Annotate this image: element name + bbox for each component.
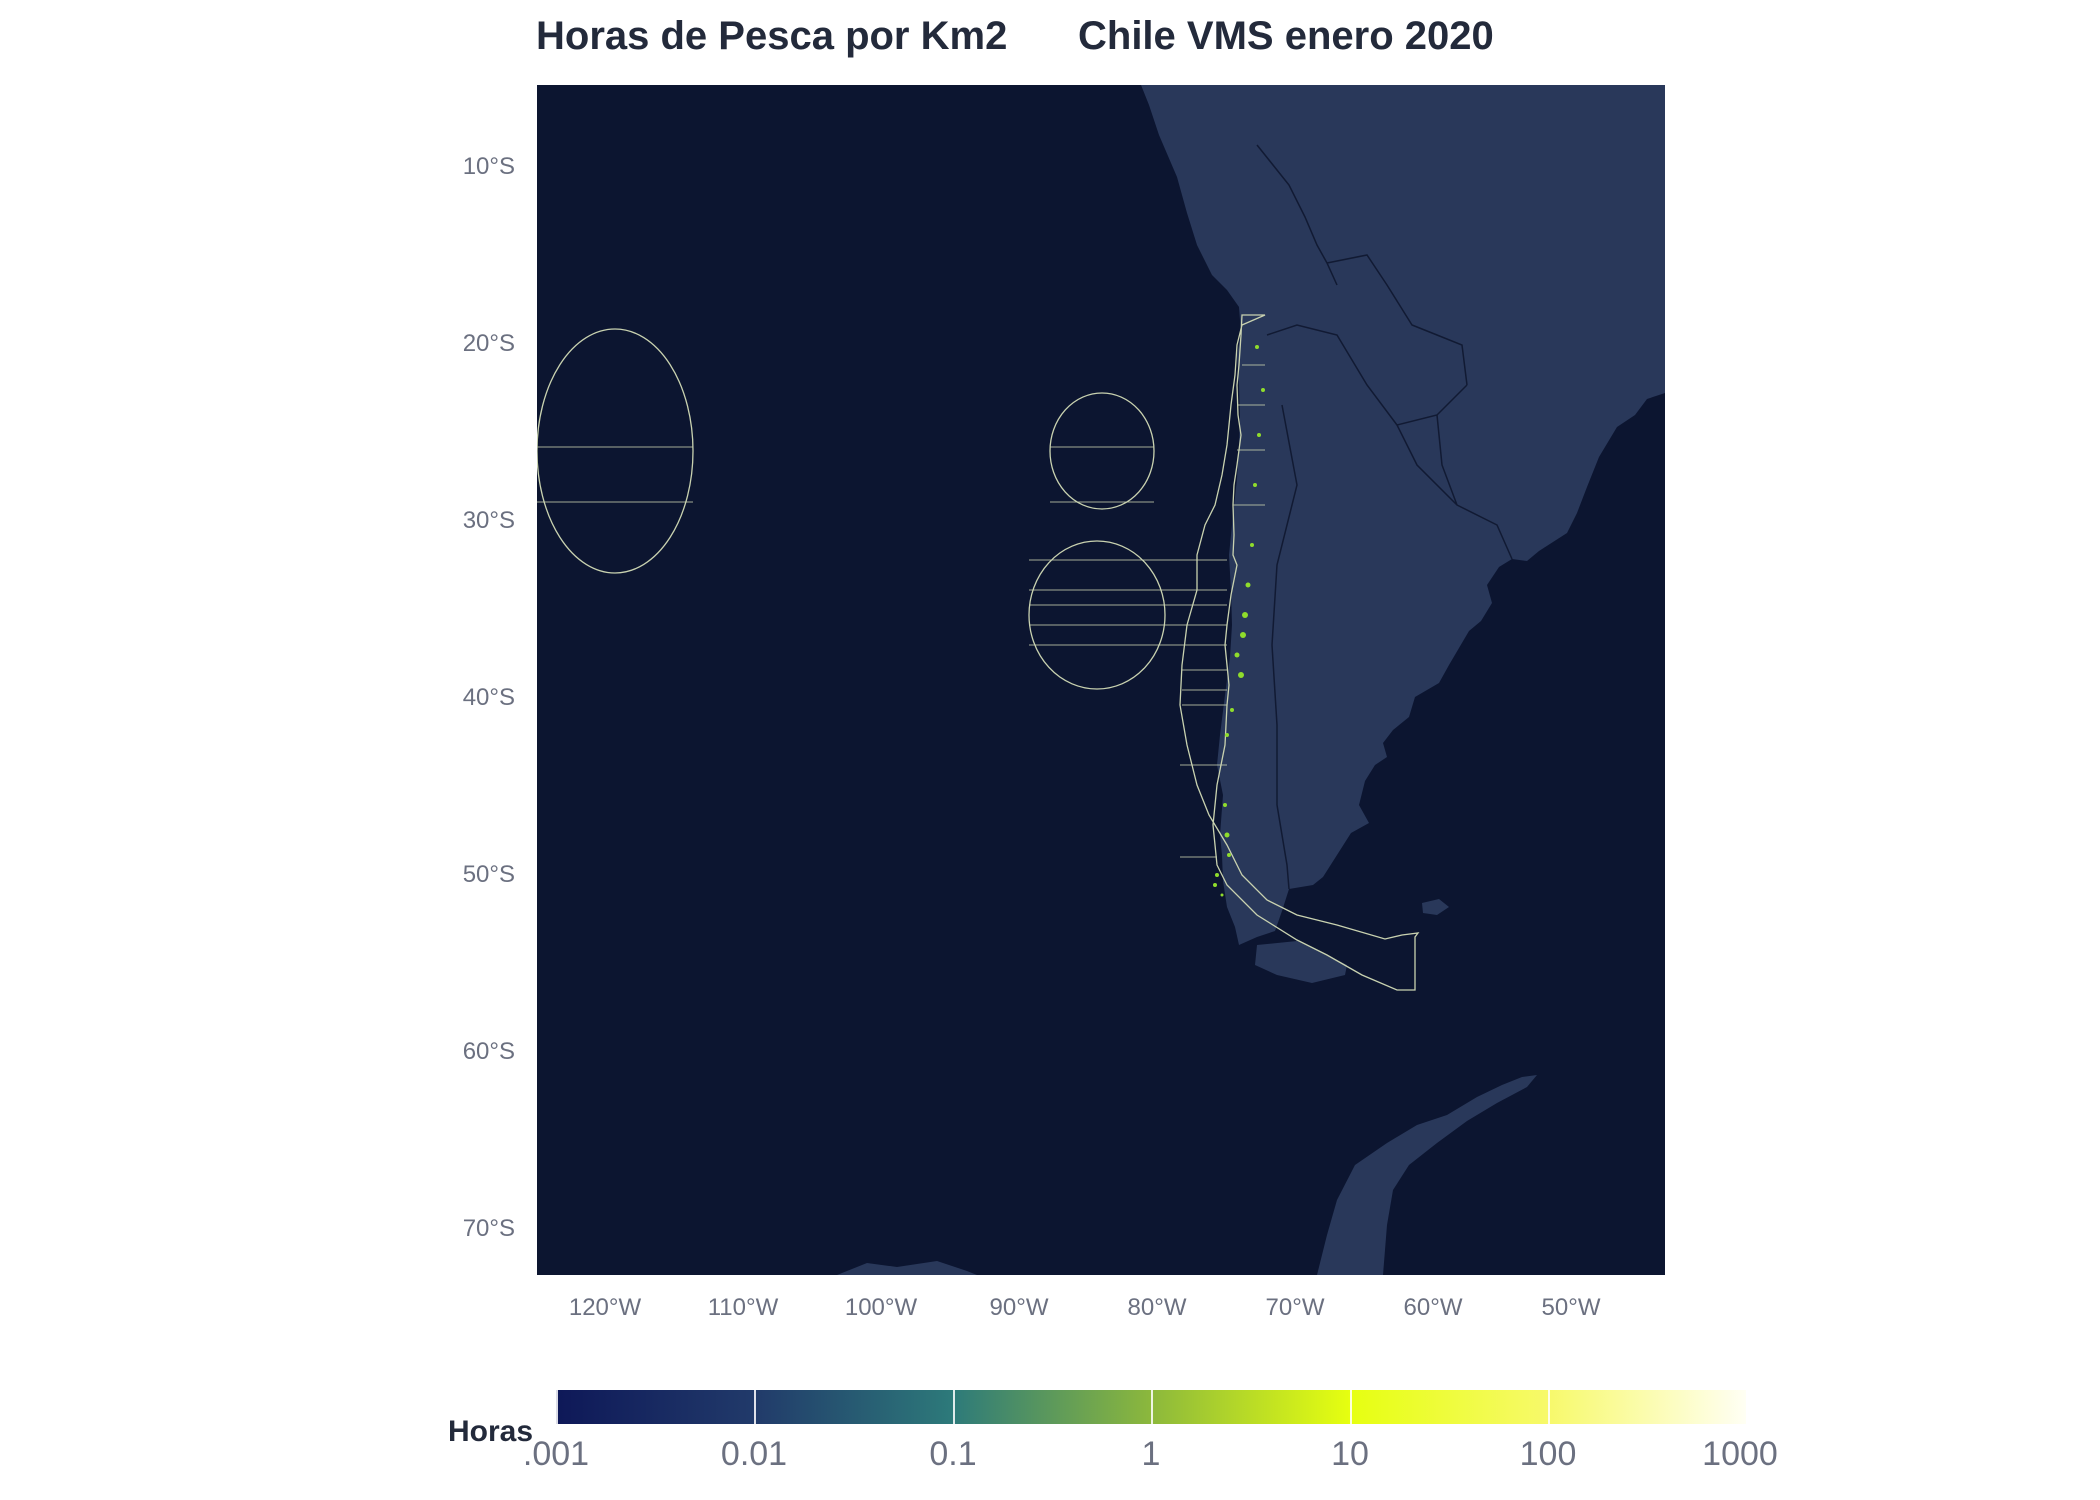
fishing-point: [1230, 708, 1234, 712]
legend-tick-label: 10: [1331, 1435, 1369, 1473]
fishing-point: [1253, 483, 1257, 487]
fishing-point: [1240, 632, 1246, 638]
legend-tick-label: 1000: [1702, 1435, 1778, 1473]
legend-tick-mark: [754, 1390, 756, 1424]
falkland-islands-land: [1422, 899, 1449, 915]
legend-tick-mark: [1151, 1390, 1153, 1424]
fishing-point: [1242, 612, 1248, 618]
fishing-point: [1225, 733, 1229, 737]
legend-tick-label: 1: [1141, 1435, 1161, 1473]
legend-tick-label: 100: [1519, 1435, 1577, 1473]
legend-tick-label: 0.01: [720, 1435, 788, 1473]
fishing-point: [1220, 893, 1224, 897]
lon-tick-label: 70°W: [1265, 1294, 1325, 1321]
lat-tick-label: 60°S: [462, 1038, 515, 1065]
legend-tick-mark: [1548, 1390, 1550, 1424]
lat-tick-label: 70°S: [462, 1215, 515, 1242]
fishing-point: [1250, 543, 1254, 547]
fishing-point: [1213, 883, 1217, 887]
eez-boundaries: [537, 314, 1420, 991]
lat-tick-label: 10°S: [462, 153, 515, 180]
tierra-del-fuego-land: [1255, 941, 1347, 983]
eez-zone-lines: [537, 314, 1265, 858]
legend-tick-label: 0.1: [929, 1435, 977, 1473]
map-subtitle: Chile VMS enero 2020: [1078, 14, 1494, 58]
lon-tick-label: 100°W: [844, 1294, 918, 1321]
map-title: Horas de Pesca por Km2: [536, 14, 1008, 58]
fishing-point: [1234, 652, 1240, 658]
legend-tick-mark: [953, 1390, 955, 1424]
lon-tick-label: 60°W: [1403, 1294, 1463, 1321]
lon-tick-label: 80°W: [1127, 1294, 1187, 1321]
lon-tick-label: 50°W: [1541, 1294, 1601, 1321]
fishing-activity: [1213, 345, 1265, 897]
desventuradas-eez: [1049, 392, 1155, 510]
chile-mainland-eez: [1179, 314, 1420, 991]
country-borders: [1256, 144, 1513, 890]
fishing-point: [1238, 672, 1244, 678]
lat-tick-label: 50°S: [462, 861, 515, 888]
lon-tick-label: 110°W: [707, 1294, 779, 1321]
legend-tick-label: .001: [522, 1435, 590, 1473]
fishing-point: [1223, 803, 1227, 807]
map-svg: [537, 85, 1665, 1275]
lon-tick-label: 120°W: [568, 1294, 642, 1321]
lon-tick-label: 90°W: [989, 1294, 1049, 1321]
fishing-point: [1245, 582, 1251, 588]
fishing-point: [1261, 388, 1265, 392]
juan-fernandez-eez: [1028, 540, 1166, 690]
fishing-point: [1255, 345, 1259, 349]
lat-tick-label: 40°S: [462, 684, 515, 711]
easter-island-eez: [537, 328, 694, 574]
fishing-point: [1224, 832, 1230, 838]
fishing-point: [1227, 853, 1231, 857]
lat-tick-label: 30°S: [462, 507, 515, 534]
legend-title: Horas: [448, 1415, 534, 1448]
fishing-point: [1215, 873, 1219, 877]
map-panel: Global Fishing Watch: [537, 85, 1665, 1275]
antarctic-coast-land: [837, 1261, 977, 1275]
legend-tick-mark: [1350, 1390, 1352, 1424]
fishing-point: [1257, 433, 1261, 437]
south-america-land: [1141, 85, 1665, 945]
lat-tick-label: 20°S: [462, 330, 515, 357]
legend-tick-mark: [556, 1390, 558, 1424]
antarctic-peninsula-land: [1317, 1075, 1537, 1275]
